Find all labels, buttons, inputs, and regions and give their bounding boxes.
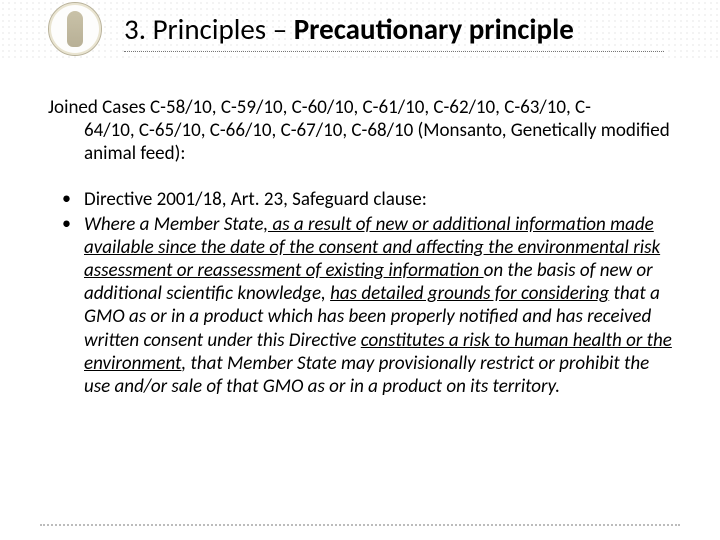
slide-body: Joined Cases C-58/10, C-59/10, C-60/10, … (0, 58, 720, 398)
cases-cont: 64/10, C-65/10, C-66/10, C-67/10, C-68/1… (48, 119, 672, 165)
bullet-2-text: Where a Member State, as a result of new… (84, 213, 672, 398)
bullet-2: Where a Member State, as a result of new… (48, 213, 672, 398)
title-bold: Precautionary principle (294, 11, 574, 47)
seal-figure (67, 11, 83, 47)
seal-logo (48, 2, 102, 56)
slide-title: 3. Principles – Precautionary principle (124, 11, 574, 47)
title-prefix: 3. Principles – (124, 11, 294, 47)
cases-line1: Joined Cases C-58/10, C-59/10, C-60/10, … (48, 96, 591, 119)
title-underline (124, 51, 664, 52)
footer-divider (40, 524, 680, 526)
bullet-1-text: Directive 2001/18, Art. 23, Safeguard cl… (84, 188, 427, 211)
cases-paragraph: Joined Cases C-58/10, C-59/10, C-60/10, … (48, 96, 672, 166)
bullet-list: Directive 2001/18, Art. 23, Safeguard cl… (48, 188, 672, 399)
header-band: 3. Principles – Precautionary principle (0, 0, 720, 58)
bullet-1: Directive 2001/18, Art. 23, Safeguard cl… (48, 188, 672, 211)
slide: 3. Principles – Precautionary principle … (0, 0, 720, 540)
